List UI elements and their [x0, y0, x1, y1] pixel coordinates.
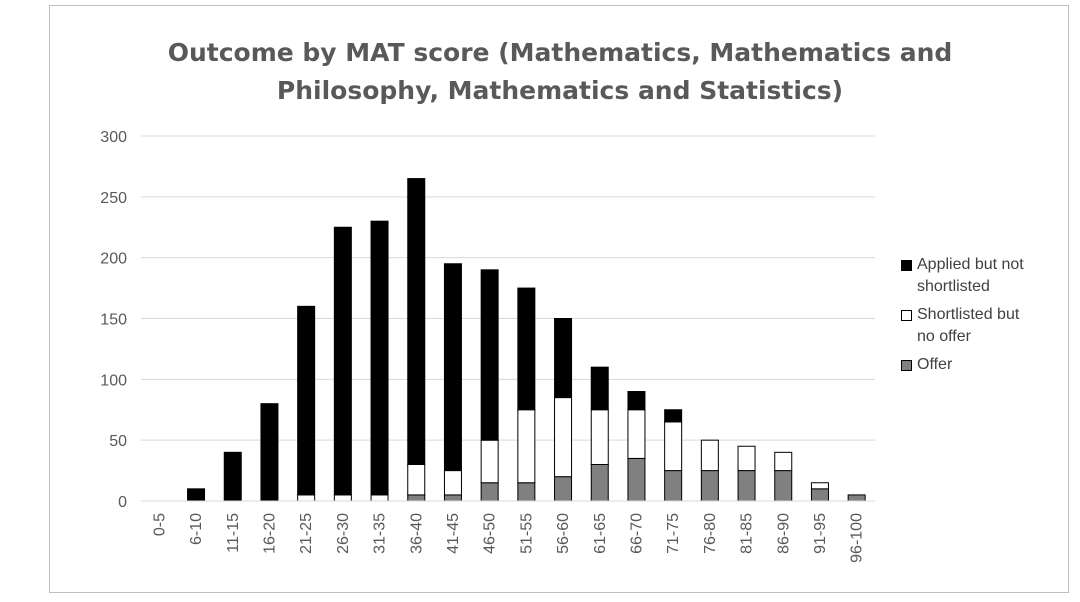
bar-shortlisted-56-60	[554, 397, 573, 478]
bar-shortlisted-61-65	[590, 409, 609, 465]
y-tick-label-0: 0	[118, 494, 127, 511]
bar-offer-61-65	[590, 464, 609, 502]
bar-offer-56-60	[554, 476, 573, 502]
bar-applied-51-55	[517, 287, 536, 411]
y-tick-label-100: 100	[100, 372, 127, 389]
bar-applied-66-70	[627, 391, 646, 411]
bar-applied-31-35	[370, 220, 389, 496]
legend-item-applied: Applied but not shortlisted	[901, 254, 1071, 298]
bar-offer-36-40	[407, 494, 426, 502]
bar-shortlisted-41-45	[443, 470, 462, 496]
bar-offer-96-100	[847, 494, 866, 502]
bar-applied-71-75	[664, 409, 683, 423]
legend: Applied but not shortlisted Shortlisted …	[901, 254, 1071, 382]
x-tick-label-41-45: 41-45	[445, 513, 462, 554]
bar-shortlisted-51-55	[517, 409, 536, 484]
legend-label-offer: Offer	[917, 356, 953, 373]
bar-shortlisted-31-35	[370, 494, 389, 502]
x-tick-label-86-90: 86-90	[775, 513, 792, 554]
legend-item-shortlisted: Shortlisted but no offer	[901, 304, 1071, 348]
bar-shortlisted-91-95	[810, 482, 829, 490]
legend-swatch-offer	[901, 360, 912, 371]
bar-shortlisted-46-50	[480, 439, 499, 484]
x-tick-label-81-85: 81-85	[739, 513, 756, 554]
bar-applied-46-50	[480, 269, 499, 441]
bar-offer-81-85	[737, 470, 756, 502]
bar-applied-26-30	[333, 226, 352, 496]
x-tick-label-46-50: 46-50	[482, 513, 499, 554]
y-tick-label-50: 50	[109, 433, 127, 450]
chart-title-line-1: Outcome by MAT score (Mathematics, Mathe…	[167, 38, 953, 67]
x-tick-label-61-65: 61-65	[592, 513, 609, 554]
x-tick-label-66-70: 66-70	[628, 513, 645, 554]
bar-shortlisted-76-80	[700, 439, 719, 472]
bar-shortlisted-71-75	[664, 421, 683, 472]
bar-offer-41-45	[443, 494, 462, 502]
legend-label-applied-line-1: Applied but not	[917, 256, 1024, 273]
bar-applied-61-65	[590, 366, 609, 411]
bar-applied-56-60	[554, 318, 573, 399]
chart-title-line-2: Philosophy, Mathematics and Statistics)	[276, 76, 844, 105]
x-tick-label-56-60: 56-60	[555, 513, 572, 554]
y-tick-label-300: 300	[100, 129, 127, 146]
bar-shortlisted-81-85	[737, 445, 756, 472]
legend-item-offer: Offer	[901, 354, 1071, 376]
bar-shortlisted-86-90	[774, 451, 793, 472]
bar-offer-46-50	[480, 482, 499, 502]
bar-applied-21-25	[297, 305, 316, 496]
x-tick-label-31-35: 31-35	[372, 513, 389, 554]
bar-shortlisted-36-40	[407, 464, 426, 496]
legend-label-applied-line-2: shortlisted	[917, 278, 990, 295]
chart-area: Outcome by MAT score (Mathematics, Mathe…	[49, 5, 1069, 593]
y-tick-label-250: 250	[100, 190, 127, 207]
x-tick-label-16-20: 16-20	[261, 513, 278, 554]
x-tick-label-21-25: 21-25	[298, 513, 315, 554]
legend-label-shortlisted-line-1: Shortlisted but	[917, 306, 1020, 323]
plot-area: 0 50 100 150 200 250 300 0-5 6-10 11-15 16-20 21-25…	[100, 129, 875, 563]
x-tick-label-6-10: 6-10	[188, 513, 205, 545]
bar-offer-66-70	[627, 457, 646, 502]
x-tick-label-91-95: 91-95	[812, 513, 829, 554]
x-tick-label-0-5: 0-5	[151, 513, 168, 536]
x-tick-label-11-15: 11-15	[225, 513, 242, 553]
bar-offer-76-80	[700, 470, 719, 502]
x-tick-label-71-75: 71-75	[665, 513, 682, 554]
bar-offer-91-95	[810, 488, 829, 502]
x-tick-label-36-40: 36-40	[408, 513, 425, 554]
legend-label-shortlisted-line-2: no offer	[917, 328, 971, 345]
legend-swatch-applied	[901, 260, 912, 271]
x-tick-label-51-55: 51-55	[518, 513, 535, 554]
x-tick-label-76-80: 76-80	[702, 513, 719, 554]
bar-applied-11-15	[223, 451, 242, 502]
bar-shortlisted-26-30	[333, 494, 352, 502]
bar-offer-51-55	[517, 482, 536, 502]
y-tick-label-200: 200	[100, 251, 127, 268]
bar-offer-86-90	[774, 470, 793, 502]
y-tick-label-150: 150	[100, 312, 127, 329]
bar-applied-16-20	[260, 403, 279, 502]
bar-applied-41-45	[443, 263, 462, 472]
bar-shortlisted-66-70	[627, 409, 646, 459]
bar-offer-71-75	[664, 470, 683, 502]
x-tick-label-26-30: 26-30	[335, 513, 352, 554]
bar-shortlisted-21-25	[297, 494, 316, 502]
bar-applied-6-10	[187, 488, 206, 502]
bar-applied-36-40	[407, 178, 426, 465]
legend-swatch-shortlisted	[901, 310, 912, 321]
x-tick-label-96-100: 96-100	[849, 513, 866, 563]
